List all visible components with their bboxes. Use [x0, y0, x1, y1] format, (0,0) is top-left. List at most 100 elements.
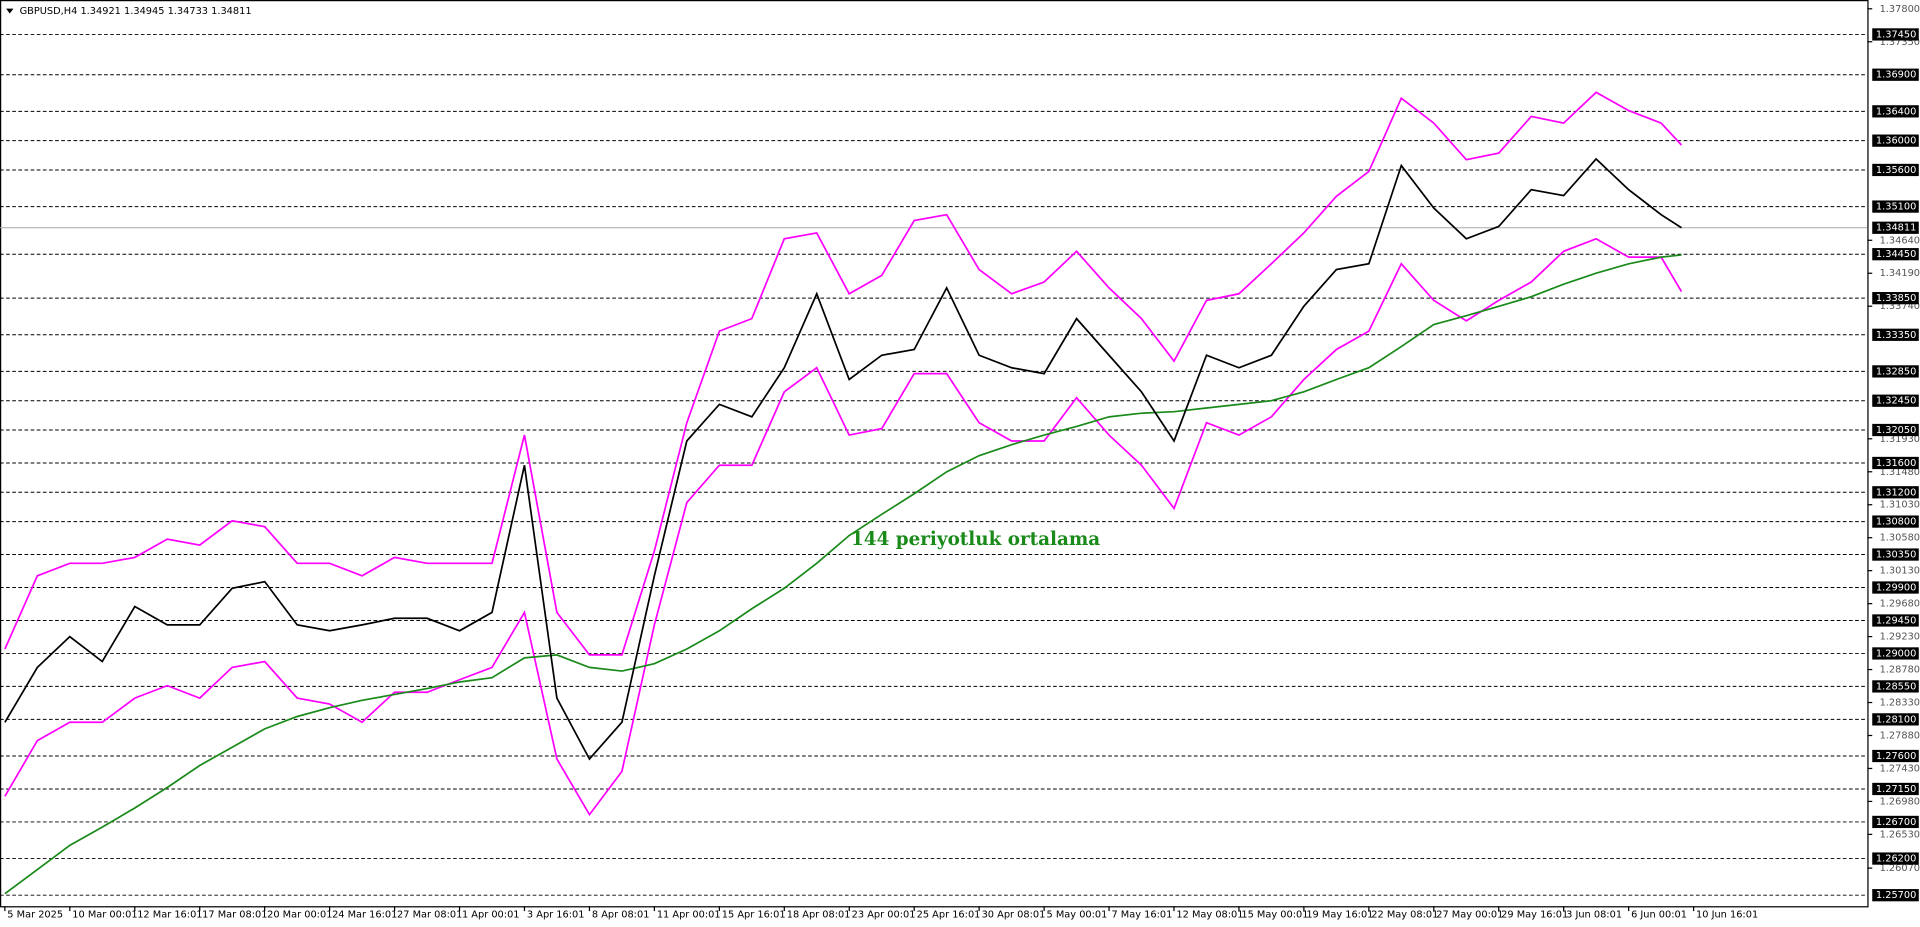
x-tick-label: 15 May 00:01	[1241, 910, 1308, 921]
y-tick-label: 1.28330	[1880, 698, 1920, 709]
level-box	[1872, 328, 1919, 341]
x-tick-label: 10 Jun 16:01	[1696, 910, 1758, 921]
x-tick-label: 24 Mar 16:01	[332, 910, 397, 921]
y-tick-label: 1.29230	[1880, 632, 1920, 643]
current-price-box	[1872, 221, 1919, 234]
level-box	[1872, 889, 1919, 902]
series-line	[4, 237, 1683, 817]
annotation: 144 periyotluk ortalama	[851, 529, 1100, 550]
level-label: 1.26700	[1876, 817, 1916, 828]
level-label: 1.28100	[1876, 714, 1916, 725]
y-tick-label: 1.31930	[1880, 434, 1920, 445]
level-box	[1872, 248, 1919, 261]
level-label: 1.32450	[1876, 396, 1916, 407]
x-tick-label: 5 Mar 2025	[7, 910, 63, 921]
x-tick-label: 25 Apr 16:01	[917, 910, 981, 921]
level-label: 1.35600	[1876, 165, 1916, 176]
x-tick-label: 11 Apr 00:01	[657, 910, 721, 921]
y-tick-label: 1.27430	[1880, 763, 1920, 774]
series-line	[4, 254, 1682, 895]
y-tick-label: 1.29680	[1880, 599, 1920, 610]
level-label: 1.30350	[1876, 550, 1916, 561]
level-box	[1872, 456, 1919, 470]
level-box	[1872, 852, 1919, 865]
y-tick-label: 1.31030	[1880, 500, 1920, 511]
y-tick-label: 1.26530	[1880, 829, 1920, 840]
level-box	[1872, 134, 1919, 147]
y-tick-label: 1.30130	[1880, 566, 1920, 577]
level-label: 1.31600	[1876, 458, 1916, 469]
level-label: 1.29000	[1876, 648, 1916, 659]
level-box	[1872, 68, 1919, 81]
level-box	[1872, 365, 1919, 378]
series-line	[4, 91, 1683, 656]
level-label: 1.32050	[1876, 425, 1916, 436]
level-label: 1.32850	[1876, 366, 1916, 377]
level-box	[1872, 28, 1919, 41]
level-box	[1872, 782, 1919, 796]
level-box	[1872, 713, 1919, 726]
x-tick-label: 20 Mar 00:01	[267, 910, 332, 921]
y-tick-label: 1.37800	[1880, 4, 1920, 15]
level-label: 1.34450	[1876, 249, 1916, 260]
y-tick-label: 1.33740	[1880, 301, 1920, 312]
y-tick-label: 1.26980	[1880, 796, 1920, 807]
menu-arrow	[6, 8, 14, 14]
chart-title: GBPUSD,H4 1.34921 1.34945 1.34733 1.3481…	[20, 6, 252, 17]
x-tick-label: 22 May 08:01	[1371, 910, 1438, 921]
y-tick-label: 1.28780	[1880, 665, 1920, 676]
level-box	[1872, 614, 1919, 627]
level-box	[1872, 680, 1919, 693]
y-tick-label: 1.34190	[1880, 268, 1920, 279]
x-tick-label: 19 May 16:01	[1306, 910, 1373, 921]
level-label: 1.36400	[1876, 106, 1916, 117]
x-tick-label: 1 Apr 00:01	[462, 910, 520, 921]
level-box	[1872, 486, 1919, 499]
level-box	[1872, 200, 1919, 213]
level-box	[1872, 163, 1919, 177]
level-label: 1.28550	[1876, 681, 1916, 692]
plot-frame	[0, 0, 1869, 908]
x-tick-label: 5 May 00:01	[1047, 910, 1108, 921]
y-tick-label: 1.34640	[1880, 235, 1920, 246]
level-label: 1.27600	[1876, 751, 1916, 762]
level-label: 1.30800	[1876, 517, 1916, 528]
level-label: 1.31200	[1876, 487, 1916, 498]
level-label: 1.26200	[1876, 854, 1916, 865]
level-label: 1.29450	[1876, 615, 1916, 626]
x-tick-label: 17 Mar 08:01	[202, 910, 267, 921]
x-tick-label: 3 Apr 16:01	[527, 910, 585, 921]
level-box	[1872, 292, 1919, 305]
y-tick-label: 1.31480	[1880, 467, 1920, 478]
y-tick-label: 1.37350	[1880, 37, 1920, 48]
level-box	[1872, 394, 1919, 407]
level-box	[1872, 105, 1919, 118]
x-tick-label: 7 May 16:01	[1111, 910, 1172, 921]
level-label: 1.33850	[1876, 293, 1916, 304]
series-line	[4, 157, 1682, 761]
x-tick-label: 18 Apr 08:01	[787, 910, 851, 921]
level-box	[1872, 749, 1919, 763]
x-tick-label: 8 Apr 08:01	[592, 910, 650, 921]
level-label: 1.29900	[1876, 583, 1916, 594]
x-tick-label: 12 May 08:01	[1176, 910, 1243, 921]
level-label: 1.36900	[1876, 70, 1916, 81]
current-price-label: 1.34811	[1876, 223, 1916, 234]
level-box	[1872, 423, 1919, 437]
level-box	[1872, 815, 1919, 829]
y-tick-label: 1.27880	[1880, 730, 1920, 741]
x-tick-label: 6 Jun 00:01	[1631, 910, 1687, 921]
level-box	[1872, 548, 1919, 561]
level-box	[1872, 581, 1919, 594]
x-tick-label: 3 Jun 08:01	[1566, 910, 1622, 921]
level-label: 1.27150	[1876, 784, 1916, 795]
level-label: 1.25700	[1876, 890, 1916, 901]
level-label: 1.36000	[1876, 136, 1916, 147]
y-tick-label: 1.26070	[1880, 863, 1920, 874]
level-box	[1872, 515, 1919, 528]
x-tick-label: 29 May 16:01	[1501, 910, 1568, 921]
level-box	[1872, 647, 1919, 660]
